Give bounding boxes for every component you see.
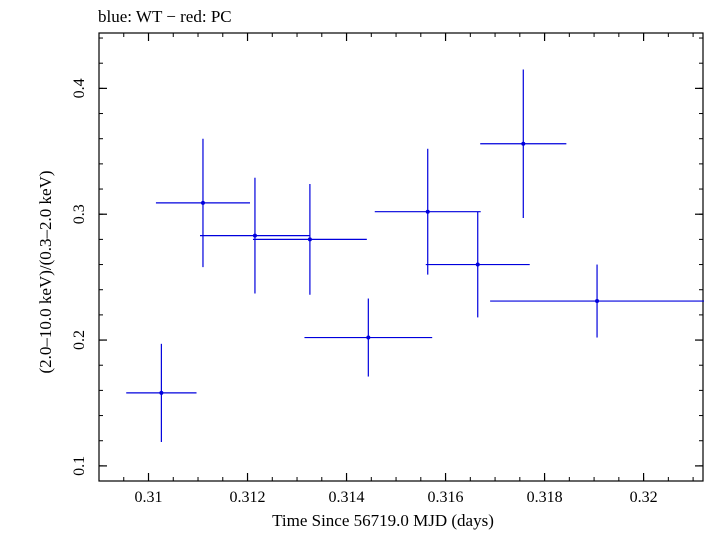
x-axis-label: Time Since 56719.0 MJD (days) bbox=[272, 511, 494, 530]
x-tick-label: 0.32 bbox=[630, 489, 658, 506]
axis-tick-labels: 0.31 0.312 0.314 0.316 0.318 0.32 0.1 0.2 0.3 0.4 bbox=[71, 78, 658, 506]
data-point bbox=[425, 209, 430, 214]
data-point bbox=[521, 141, 526, 146]
data-point bbox=[159, 390, 164, 395]
y-axis-label: (2.0–10.0 keV)/(0.3–2.0 keV) bbox=[36, 170, 55, 373]
y-tick-label: 0.4 bbox=[71, 78, 88, 98]
x-tick-label: 0.318 bbox=[527, 489, 563, 506]
data-point bbox=[252, 233, 257, 238]
y-tick-label: 0.1 bbox=[71, 456, 88, 476]
x-tick-label: 0.31 bbox=[135, 489, 163, 506]
plot-frame bbox=[98, 32, 704, 482]
series-wt bbox=[126, 69, 704, 442]
data-point bbox=[475, 262, 480, 267]
y-tick-label: 0.3 bbox=[71, 204, 88, 224]
axis-ticks bbox=[98, 33, 703, 481]
x-tick-label: 0.312 bbox=[230, 489, 266, 506]
chart-title: blue: WT − red: PC bbox=[98, 7, 232, 26]
data-point bbox=[307, 237, 312, 242]
y-tick-label: 0.2 bbox=[71, 330, 88, 350]
data-point bbox=[595, 299, 600, 304]
data-point bbox=[366, 335, 371, 340]
data-point bbox=[200, 200, 205, 205]
data-points bbox=[126, 69, 704, 442]
x-tick-label: 0.316 bbox=[428, 489, 464, 506]
x-tick-label: 0.314 bbox=[329, 489, 365, 506]
